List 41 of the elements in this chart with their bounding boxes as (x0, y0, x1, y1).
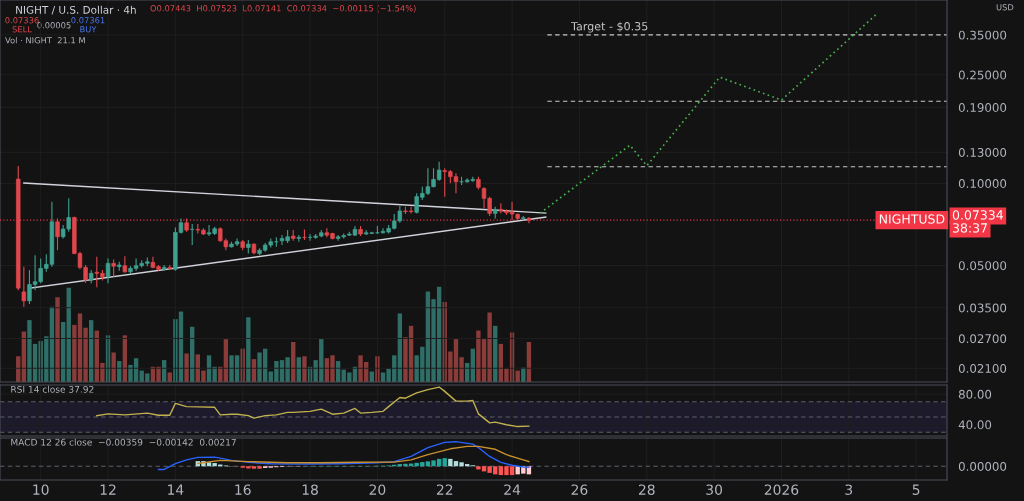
y-tick-label: 0.35000 (958, 30, 1007, 40)
ref-line-label: Target - $0.35 (571, 21, 648, 33)
y-tick-label: 0.02100 (958, 363, 1007, 373)
annotation: O0.07443 H0.07523 L0.07141 C0.07334 −0.00115 (−1.54%) (150, 4, 416, 13)
x-tick-label: 30 (706, 484, 723, 495)
chart-title: MACD 12 26 close −0.00359 −0.00142 0.00217 (11, 438, 236, 446)
y-tick-label: 80.00 (958, 389, 992, 399)
y-tick-label: 0.02700 (958, 334, 1007, 344)
x-tick-label: 20 (369, 484, 386, 495)
annotation: 0.07361 (71, 17, 105, 24)
x-tick-label: 10 (33, 484, 49, 495)
annotation: SELL (12, 26, 32, 33)
chart-title: RSI 14 close 37.92 (11, 385, 94, 393)
x-tick-label: 12 (100, 484, 116, 495)
x-tick-label: 16 (235, 484, 251, 495)
y-tick-label: 40.00 (958, 420, 992, 430)
chart-title: NIGHT / U.S. Dollar · 4h (16, 5, 136, 15)
ref-line-label: NIGHTUSD (879, 214, 945, 224)
x-tick-label: 2026 (764, 484, 799, 495)
x-tick-label: 24 (504, 484, 521, 495)
x-tick-label: 3 (845, 484, 853, 495)
ref-line-label: 0.00000 (958, 461, 1007, 471)
y-tick-label: 0.19000 (958, 103, 1007, 112)
text: USD (996, 4, 1014, 11)
annotation: 0.07336 (5, 17, 39, 24)
annotation: Vol · NIGHT 21.1 M (5, 36, 85, 44)
x-tick-label: 28 (638, 484, 655, 495)
y-tick-label: 0.03500 (958, 303, 1007, 313)
y-tick-label: 0.05000 (958, 261, 1007, 271)
x-tick-label: 14 (168, 484, 184, 495)
y-tick-label: 0.25000 (958, 70, 1007, 80)
y-tick-label: 0.13000 (958, 147, 1007, 157)
text: 0.07334 (952, 210, 1003, 220)
x-tick-label: 26 (571, 484, 588, 495)
annotation: BUY (80, 26, 97, 33)
x-tick-label: 5 (912, 484, 920, 495)
x-tick-label: 18 (302, 484, 318, 495)
y-tick-label: 0.10000 (958, 179, 1007, 189)
x-tick-label: 22 (436, 484, 453, 495)
annotation: 0.00005 (37, 22, 71, 29)
text: 38:37 (952, 223, 987, 233)
